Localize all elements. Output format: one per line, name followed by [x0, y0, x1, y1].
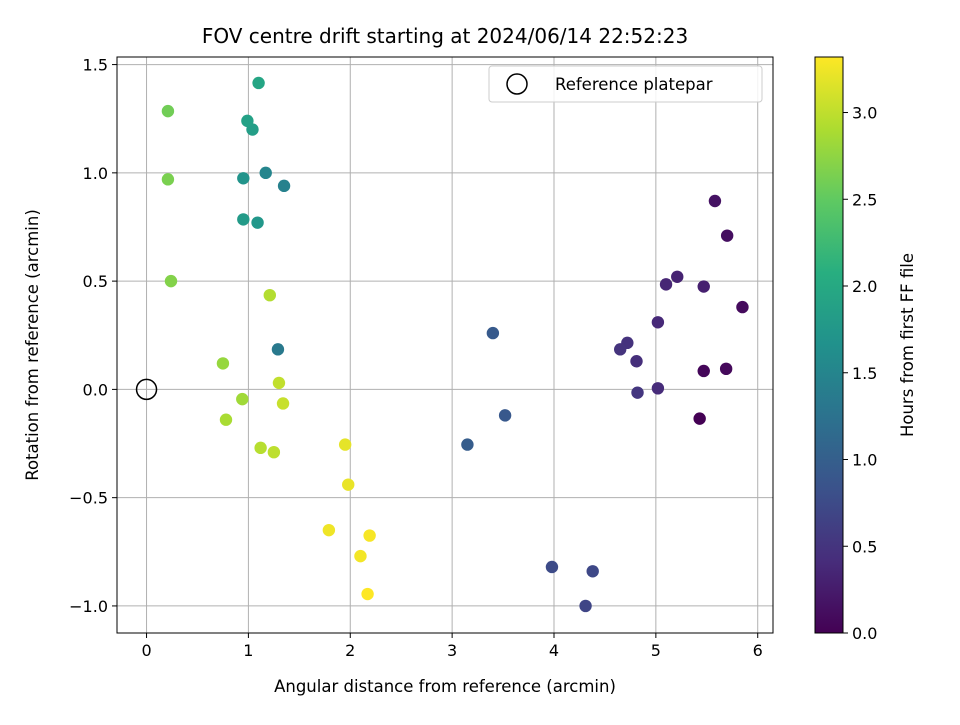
data-point [164, 274, 178, 288]
data-point [361, 587, 374, 601]
y-tick-label: 1.0 [83, 164, 108, 183]
data-point [322, 523, 336, 537]
data-point [614, 343, 627, 356]
y-axis-ticks: −1.0 −0.5 0.0 0.5 1.0 1.5 [69, 56, 117, 616]
y-tick-label: 1.5 [83, 56, 108, 75]
colorbar-tick-label: 2.5 [852, 190, 877, 209]
data-point [651, 316, 665, 329]
y-axis-label: Rotation from reference (arcmin) [23, 209, 42, 481]
data-point [545, 560, 559, 574]
y-tick-label: −0.5 [69, 489, 108, 508]
scatter-points [161, 76, 749, 613]
data-point [161, 173, 175, 186]
data-point [659, 278, 673, 291]
colorbar-ticks: 0.0 0.5 1.0 1.5 2.0 2.5 3.0 [843, 104, 877, 643]
data-point [161, 104, 175, 118]
data-point [630, 355, 643, 368]
data-point [338, 438, 352, 451]
data-point [259, 166, 272, 180]
colorbar-tick-label: 1.0 [852, 451, 877, 470]
colorbar-label: Hours from first FF file [898, 253, 917, 437]
colorbar-tick-label: 3.0 [852, 104, 877, 123]
colorbar-tick-label: 0.5 [852, 537, 877, 556]
data-point [276, 397, 290, 410]
y-tick-label: 0.0 [83, 380, 108, 399]
x-axis-ticks: 0 1 2 3 4 5 6 [141, 633, 763, 660]
legend-label: Reference platepar [555, 75, 713, 94]
data-point [486, 326, 500, 340]
reference-platepar-marker [135, 378, 158, 401]
data-point [272, 376, 286, 390]
data-point [216, 357, 230, 370]
data-point [252, 76, 265, 90]
data-point [697, 364, 710, 378]
data-point [579, 599, 592, 613]
data-point [267, 445, 281, 459]
data-point [254, 441, 267, 455]
x-tick-label: 3 [447, 641, 457, 660]
legend-marker [506, 73, 528, 95]
data-point [342, 478, 355, 491]
x-tick-label: 2 [345, 641, 355, 660]
plot-frame [116, 56, 774, 634]
data-point [354, 549, 367, 563]
data-point [271, 343, 285, 356]
x-tick-label: 1 [243, 641, 253, 660]
data-point [277, 179, 291, 193]
data-point [708, 194, 722, 208]
colorbar-tick-label: 2.0 [852, 277, 877, 296]
data-point [363, 529, 376, 542]
data-point [736, 300, 749, 314]
data-point [237, 213, 250, 226]
data-point [720, 229, 734, 242]
legend-box [488, 65, 763, 103]
data-point [719, 362, 733, 376]
data-point [237, 172, 250, 185]
x-tick-label: 5 [651, 641, 661, 660]
data-point [263, 288, 276, 302]
data-point [697, 280, 710, 293]
colorbar-tick-label: 1.5 [852, 364, 877, 383]
data-point [693, 412, 706, 425]
chart-title: FOV centre drift starting at 2024/06/14 … [202, 24, 688, 48]
data-point [219, 413, 233, 426]
x-tick-label: 4 [549, 641, 559, 660]
x-axis-label: Angular distance from reference (arcmin) [274, 677, 616, 696]
data-point [631, 386, 644, 399]
y-tick-label: −1.0 [69, 597, 108, 616]
data-point [461, 438, 474, 451]
colorbar-tick-label: 0.0 [852, 624, 877, 643]
data-point [651, 382, 665, 395]
data-point [671, 270, 684, 283]
data-point [251, 216, 264, 229]
legend: Reference platepar [488, 65, 763, 103]
data-point [498, 409, 512, 422]
x-tick-label: 0 [141, 641, 151, 660]
data-point [236, 392, 249, 406]
x-tick-label: 6 [753, 641, 763, 660]
data-point [586, 565, 599, 578]
colorbar [814, 56, 844, 634]
y-tick-label: 0.5 [83, 272, 108, 291]
data-point [241, 114, 254, 128]
